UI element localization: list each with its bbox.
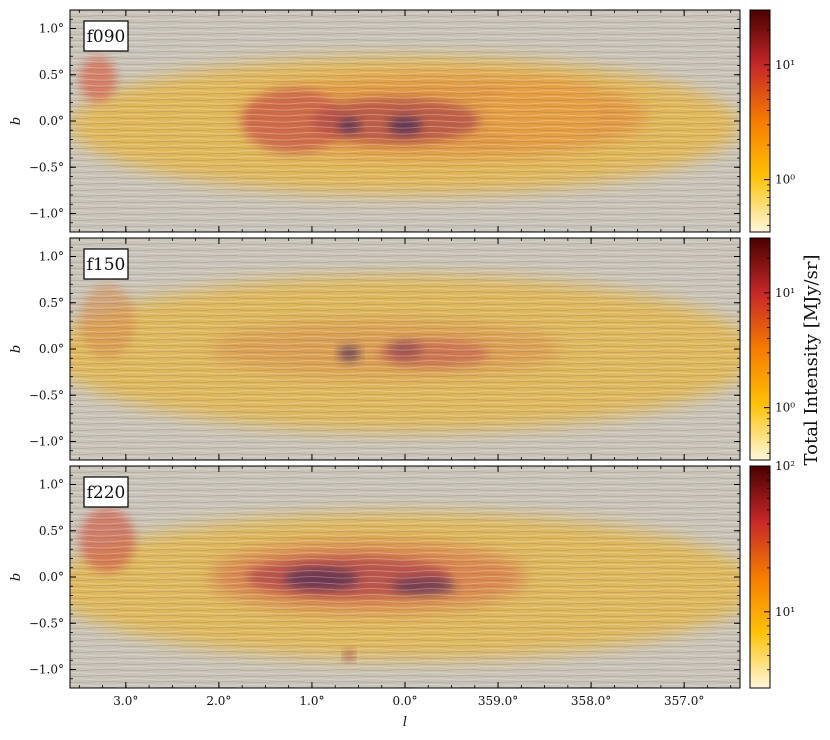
intensity-map — [70, 238, 740, 460]
x-tick-label: 2.0° — [206, 694, 231, 708]
intensity-map — [70, 466, 740, 688]
field-line-texture — [70, 10, 740, 232]
y-tick-label: −1.0° — [29, 207, 64, 221]
y-tick-label: −1.0° — [29, 435, 64, 449]
y-tick-label: 1.0° — [39, 250, 64, 264]
x-tick-label: 357.0° — [664, 694, 704, 708]
x-tick-label: 1.0° — [299, 694, 324, 708]
y-tick-label: 1.0° — [39, 22, 64, 36]
y-axis-label: b — [9, 117, 24, 125]
colorbar-f150: 10¹ 10⁰ — [749, 237, 795, 461]
band-label: f090 — [87, 27, 126, 47]
y-tick-label: 0.0° — [39, 114, 64, 128]
y-axis-label: b — [9, 573, 24, 581]
band-label-box: f150 — [83, 248, 129, 280]
y-tick-label: 0.0° — [39, 570, 64, 584]
colorbar-f220: 10² 10¹ — [749, 459, 795, 689]
x-axis-label: l — [403, 715, 407, 730]
colorbar-tick-label: 10¹ — [775, 605, 795, 619]
x-tick-label: 0.0° — [392, 694, 417, 708]
band-label: f150 — [87, 255, 126, 275]
colorbar-gradient — [749, 465, 771, 689]
panel-f090: f090 1.0° 0.5° 0.0° −0.5° −1.0° b 10¹ 10⁰ — [9, 9, 795, 233]
colorbar-axis-label: Total Intensity [MJy/sr] — [801, 255, 822, 466]
y-axis-label: b — [9, 345, 24, 353]
band-label-box: f090 — [83, 20, 129, 52]
y-tick-label: 0.5° — [39, 296, 64, 310]
y-tick-label: −0.5° — [29, 388, 64, 402]
colorbar-gradient — [749, 237, 771, 461]
y-tick-label: −0.5° — [29, 160, 64, 174]
panel-f220: f220 1.0° 0.5° 0.0° −0.5° −1.0° b 3.0° 2.0° 1.0° 0… — [9, 459, 795, 708]
colorbar-tick-label: 10² — [775, 459, 795, 473]
x-tick-label: 3.0° — [113, 694, 138, 708]
colorbar-gradient — [749, 9, 771, 233]
band-label-box: f220 — [83, 476, 129, 508]
colorbar-tick-label: 10⁰ — [775, 401, 795, 415]
intensity-map — [70, 10, 740, 232]
y-tick-label: 1.0° — [39, 478, 64, 492]
y-tick-label: −1.0° — [29, 663, 64, 677]
x-tick-label: 359.0° — [478, 694, 518, 708]
field-line-texture — [70, 238, 740, 460]
y-tick-label: 0.5° — [39, 524, 64, 538]
y-tick-label: 0.5° — [39, 68, 64, 82]
colorbar-tick-label: 10¹ — [775, 286, 795, 300]
y-tick-label: −0.5° — [29, 616, 64, 630]
x-tick-label: 358.0° — [571, 694, 611, 708]
colorbar-tick-label: 10⁰ — [775, 173, 795, 187]
field-line-texture — [70, 466, 740, 688]
band-label: f220 — [87, 483, 126, 503]
y-tick-label: 0.0° — [39, 342, 64, 356]
panel-f150: f150 1.0° 0.5° 0.0° −0.5° −1.0° b 10¹ 10⁰ — [9, 237, 795, 461]
colorbar-tick-label: 10¹ — [775, 58, 795, 72]
colorbar-f090: 10¹ 10⁰ — [749, 9, 795, 233]
panels-layer: f090 1.0° 0.5° 0.0° −0.5° −1.0° b 10¹ 10⁰ f150 1.0… — [9, 9, 795, 708]
